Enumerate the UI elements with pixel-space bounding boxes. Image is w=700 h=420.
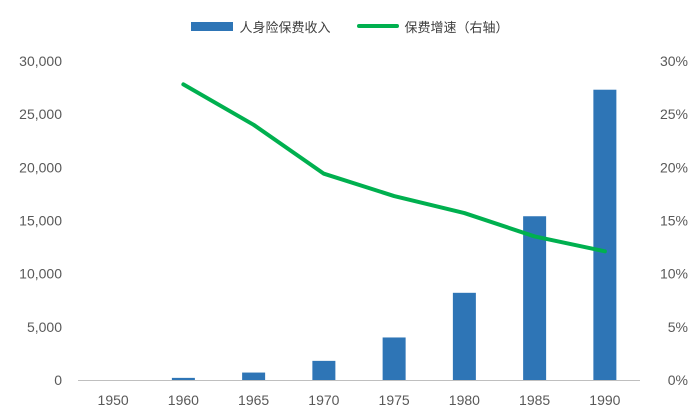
legend-swatch-bar (191, 21, 234, 31)
legend-item-line: 保费增速（右轴） (356, 17, 509, 36)
x-tick-label: 1950 (98, 392, 129, 408)
right-tick-label: 20% (660, 159, 688, 175)
legend-swatch-line (356, 24, 399, 28)
right-tick-label: 15% (660, 213, 688, 229)
left-tick-label: 10,000 (19, 266, 62, 282)
bar-1970 (312, 360, 336, 380)
x-tick-label: 1965 (238, 392, 269, 408)
left-tick-label: 30,000 (19, 53, 62, 69)
x-tick-label: 1985 (519, 392, 550, 408)
bar-1980 (452, 292, 476, 380)
bar-1990 (593, 89, 617, 381)
x-tick-label: 1975 (379, 392, 410, 408)
right-tick-label: 0% (668, 372, 688, 388)
left-tick-label: 15,000 (19, 213, 62, 229)
legend: 人身险保费收入 保费增速（右轴） (0, 14, 700, 38)
right-tick-label: 5% (668, 319, 688, 335)
legend-label-bar: 人身险保费收入 (239, 20, 331, 36)
left-tick-label: 25,000 (19, 106, 62, 122)
bar-1960 (171, 377, 195, 380)
x-tick-label: 1990 (589, 392, 620, 408)
legend-item-bar: 人身险保费收入 (191, 17, 331, 36)
bar-1975 (382, 337, 406, 380)
x-tick-label: 1980 (449, 392, 480, 408)
right-tick-label: 25% (660, 106, 688, 122)
bar-1985 (523, 216, 547, 380)
right-tick-label: 10% (660, 266, 688, 282)
left-tick-label: 20,000 (19, 159, 62, 175)
right-tick-label: 30% (660, 53, 688, 69)
bar-1965 (242, 372, 266, 380)
left-tick-label: 0 (54, 372, 62, 388)
left-tick-label: 5,000 (27, 319, 62, 335)
legend-label-line: 保费增速（右轴） (404, 20, 509, 36)
x-tick-label: 1970 (308, 392, 339, 408)
x-tick-label: 1960 (168, 392, 199, 408)
